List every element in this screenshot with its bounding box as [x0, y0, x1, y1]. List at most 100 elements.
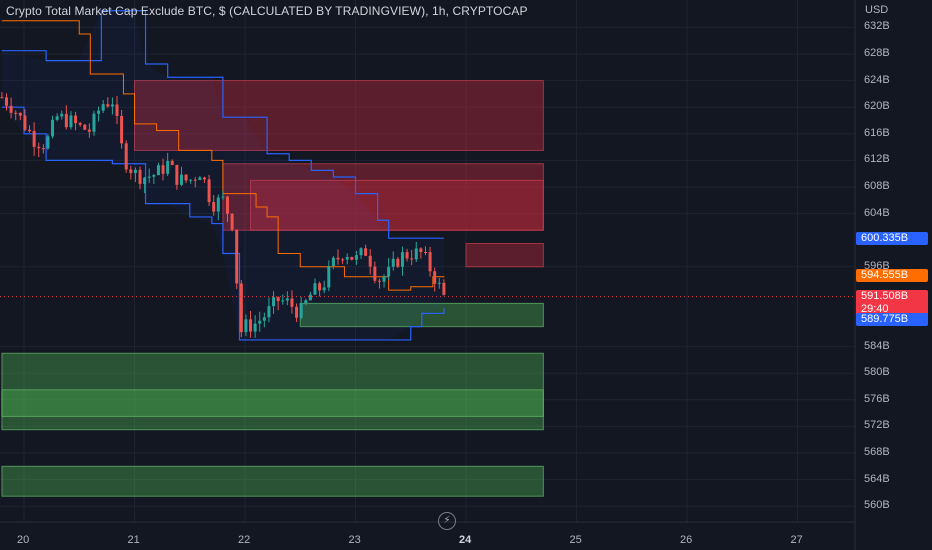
candle-body	[106, 104, 110, 107]
candle-body	[304, 300, 308, 304]
candle-body	[272, 297, 276, 307]
supply-zone	[222, 163, 544, 231]
candle-body	[285, 298, 289, 301]
candle-body	[235, 229, 239, 284]
candle-body	[184, 174, 188, 181]
last-price-badge: 591.508B 29:40	[856, 290, 928, 316]
candle-body	[249, 319, 253, 332]
candle-body	[152, 175, 156, 177]
candle-body	[253, 323, 257, 332]
candle-body	[276, 297, 280, 302]
candle-body	[414, 248, 418, 260]
last-price-value: 591.508B	[861, 290, 909, 302]
candle-body	[170, 160, 174, 165]
x-tick-label: 27	[790, 534, 803, 546]
y-tick-label: 560B	[864, 499, 890, 512]
x-tick-label: 21	[127, 534, 140, 546]
candle-body	[377, 280, 381, 282]
candle-body	[262, 317, 266, 321]
candle-body	[308, 294, 312, 301]
candle-body	[364, 248, 368, 256]
candle-body	[400, 252, 404, 267]
candle-body	[147, 176, 151, 178]
y-tick-label: 628B	[864, 47, 890, 59]
candle-body	[410, 258, 414, 260]
y-tick-label: 572B	[864, 419, 890, 432]
candle-body	[331, 257, 335, 267]
demand-zone	[1, 352, 544, 431]
candle-body	[295, 306, 299, 318]
candle-body	[64, 113, 68, 128]
y-tick-label: 616B	[864, 126, 890, 139]
candle-body	[69, 115, 73, 128]
candle-body	[216, 197, 220, 212]
candle-body	[138, 169, 142, 184]
y-tick-label: 620B	[864, 100, 890, 113]
y-tick-label: 564B	[864, 472, 890, 485]
candle-body	[0, 97, 4, 99]
candle-body	[313, 283, 317, 295]
candle-body	[267, 306, 271, 318]
candle-body	[382, 276, 386, 282]
candle-body	[115, 104, 119, 117]
candle-body	[166, 160, 170, 174]
x-tick-label: 25	[569, 534, 582, 546]
candle-body	[202, 177, 206, 180]
candle-body	[189, 179, 193, 181]
candle-body	[41, 148, 45, 150]
candle-body	[18, 112, 22, 116]
candle-body	[327, 266, 331, 288]
chart-title: Crypto Total Market Cap Exclude BTC, $ (…	[6, 4, 528, 18]
trail-line	[1, 20, 445, 291]
supply-zone	[250, 179, 544, 231]
candle-body	[5, 97, 9, 106]
candle-body	[423, 252, 427, 254]
y-tick-label: 584B	[864, 339, 890, 352]
candle-body	[193, 179, 197, 181]
candle-body	[405, 252, 409, 259]
candle-body	[290, 298, 294, 307]
candle-body	[433, 271, 437, 284]
upper-band-line	[1, 10, 444, 239]
y-tick-label: 604B	[864, 206, 890, 219]
candle-body	[239, 283, 243, 333]
candle-body	[110, 104, 114, 107]
x-tick-label: 24	[459, 534, 472, 546]
y-tick-label: 612B	[864, 153, 890, 166]
candle-body	[74, 115, 78, 124]
candle-body	[437, 282, 441, 284]
candle-body	[23, 115, 27, 130]
x-tick-label: 23	[348, 534, 361, 546]
lightning-icon[interactable]: ⚡	[438, 512, 456, 530]
candle-body	[175, 164, 179, 185]
currency-label: USD	[865, 4, 889, 16]
candle-body	[28, 129, 32, 132]
candle-body	[60, 113, 64, 117]
candle-body	[341, 259, 345, 261]
y-tick-label: 608B	[864, 180, 890, 192]
y-tick-label: 632B	[864, 20, 890, 33]
candle-body	[198, 177, 202, 181]
candle-body	[396, 258, 400, 267]
y-tick-label: 624B	[864, 73, 890, 86]
candle-body	[391, 258, 395, 267]
candle-body	[120, 116, 124, 144]
candle-body	[226, 196, 230, 214]
candle-body	[92, 113, 96, 132]
candle-body	[336, 257, 340, 260]
y-tick-label: 580B	[864, 366, 890, 379]
candle-body	[419, 248, 423, 253]
supply-zone	[465, 243, 544, 268]
candle-body	[428, 252, 432, 272]
candle-body	[442, 282, 446, 295]
candle-body	[179, 174, 183, 185]
candle-body	[133, 169, 137, 174]
candle-body	[156, 165, 160, 176]
candle-body	[46, 136, 50, 149]
countdown-timer: 29:40	[861, 303, 889, 315]
candle-body	[350, 256, 354, 260]
candle-body	[359, 248, 363, 256]
candle-body	[51, 119, 55, 137]
